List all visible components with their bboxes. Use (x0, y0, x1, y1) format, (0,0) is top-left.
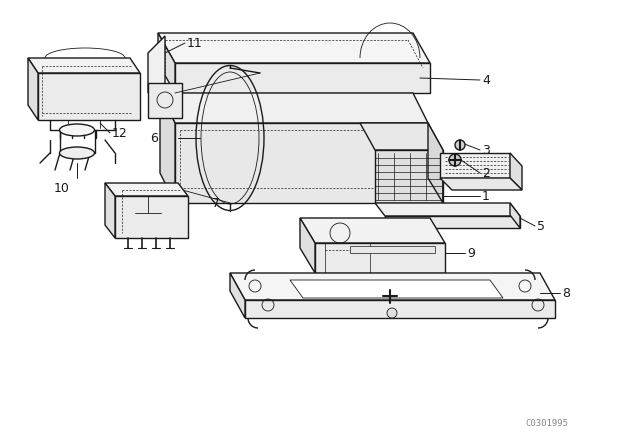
Ellipse shape (60, 147, 95, 159)
Circle shape (387, 308, 397, 318)
Polygon shape (28, 58, 38, 120)
Text: 7: 7 (212, 197, 220, 210)
Polygon shape (148, 83, 182, 118)
Circle shape (455, 140, 465, 150)
Text: 6: 6 (150, 132, 158, 145)
Polygon shape (375, 203, 520, 216)
Polygon shape (160, 93, 428, 123)
Text: 9: 9 (467, 246, 475, 259)
Text: 11: 11 (187, 36, 203, 49)
Polygon shape (375, 150, 443, 203)
Polygon shape (158, 33, 175, 93)
Polygon shape (175, 63, 430, 93)
Polygon shape (350, 246, 435, 253)
Polygon shape (300, 218, 445, 243)
Polygon shape (158, 33, 430, 63)
Text: 12: 12 (112, 126, 128, 139)
Polygon shape (115, 196, 188, 238)
Polygon shape (105, 183, 115, 238)
Text: C0301995: C0301995 (525, 419, 569, 428)
Text: 10: 10 (54, 181, 70, 194)
Polygon shape (510, 203, 520, 228)
Polygon shape (38, 73, 140, 120)
Polygon shape (245, 300, 555, 318)
Polygon shape (385, 216, 520, 228)
Polygon shape (148, 36, 165, 93)
Polygon shape (300, 218, 315, 273)
Polygon shape (105, 183, 188, 196)
Polygon shape (440, 178, 522, 190)
Text: 4: 4 (482, 73, 490, 86)
Polygon shape (315, 243, 445, 273)
Text: 2: 2 (482, 167, 490, 180)
Polygon shape (360, 123, 443, 150)
Text: 8: 8 (562, 287, 570, 300)
Ellipse shape (60, 124, 95, 136)
Polygon shape (510, 153, 522, 190)
Polygon shape (160, 93, 175, 203)
Polygon shape (230, 273, 555, 300)
Polygon shape (440, 153, 510, 178)
Polygon shape (290, 280, 503, 298)
Text: 1: 1 (482, 190, 490, 202)
Polygon shape (428, 123, 443, 203)
Polygon shape (28, 58, 140, 73)
Polygon shape (230, 273, 245, 318)
Text: 3: 3 (482, 143, 490, 156)
Polygon shape (175, 123, 428, 203)
Text: 5: 5 (537, 220, 545, 233)
Circle shape (449, 154, 461, 166)
